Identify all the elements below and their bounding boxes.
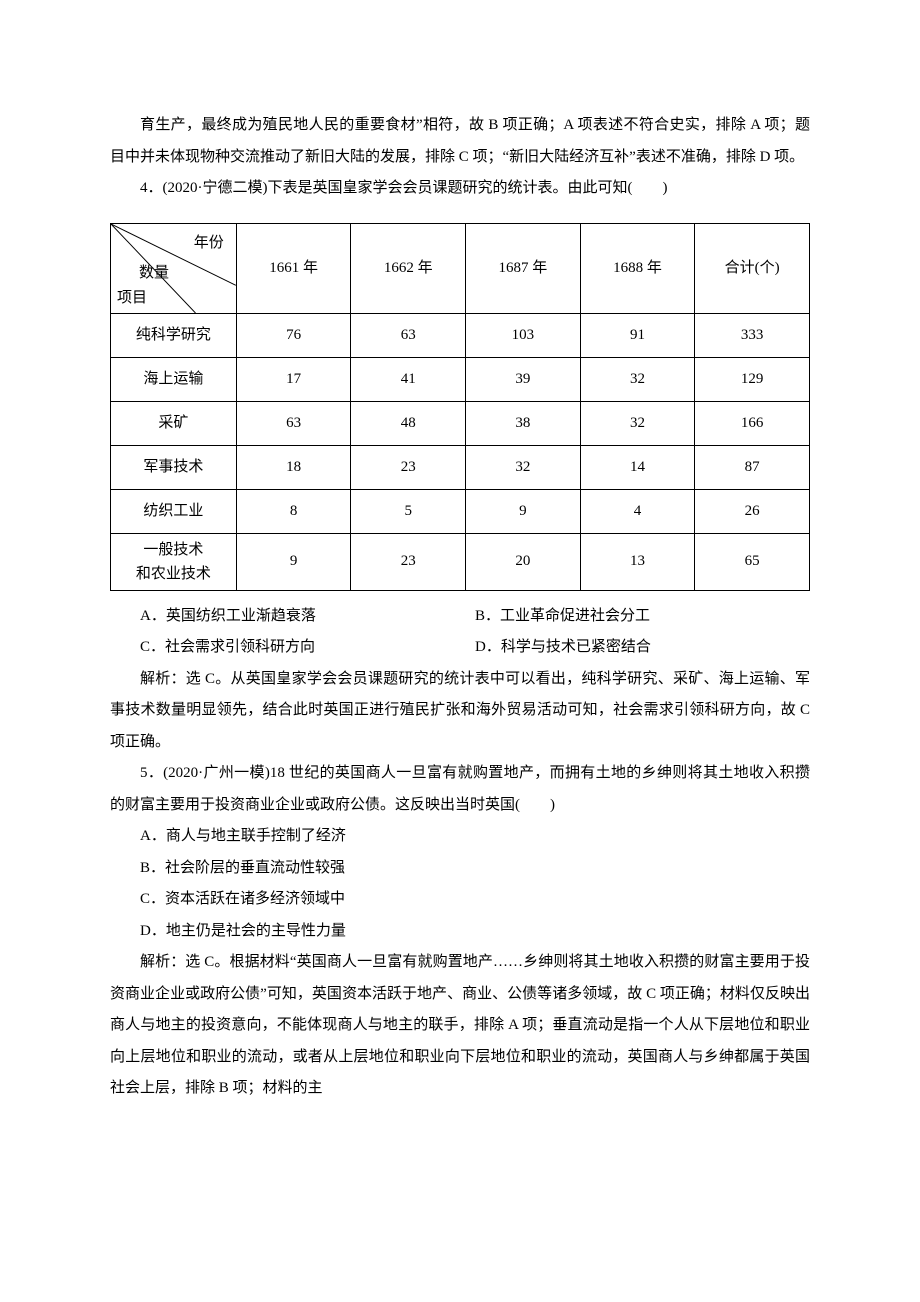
cell: 63 [236,401,351,445]
cell: 41 [351,357,466,401]
q4-option-a: A．英国纺织工业渐趋衰落 [140,601,475,633]
cell: 32 [580,401,695,445]
table-row: 一般技术和农业技术 9 23 20 13 65 [111,533,810,590]
cell: 91 [580,313,695,357]
q5-option-a: A．商人与地主联手控制了经济 [140,821,810,853]
cell: 48 [351,401,466,445]
cell: 13 [580,533,695,590]
cell: 32 [580,357,695,401]
cell: 32 [466,445,581,489]
table-row: 纺织工业 8 5 9 4 26 [111,489,810,533]
cell: 14 [580,445,695,489]
cell: 23 [351,445,466,489]
cell: 26 [695,489,810,533]
question-4-stem: 4．(2020·宁德二模)下表是英国皇家学会会员课题研究的统计表。由此可知( ) [110,173,810,205]
cell: 87 [695,445,810,489]
table-header-row: 年份 数量 项目 1661 年 1662 年 1687 年 1688 年 合计(… [111,223,810,313]
question-5-stem: 5．(2020·广州一模)18 世纪的英国商人一旦富有就购置地产，而拥有土地的乡… [110,758,810,821]
q5-option-b: B．社会阶层的垂直流动性较强 [140,853,810,885]
q4-options-ab: A．英国纺织工业渐趋衰落 B．工业革命促进社会分工 [140,601,810,633]
table-row: 纯科学研究 76 63 103 91 333 [111,313,810,357]
q5-analysis: 解析：选 C。根据材料“英国商人一旦富有就购置地产……乡绅则将其土地收入积攒的财… [110,947,810,1105]
row-label: 军事技术 [111,445,237,489]
cell: 18 [236,445,351,489]
cell: 4 [580,489,695,533]
diag-qty-label: 数量 [139,264,169,282]
stats-table: 年份 数量 项目 1661 年 1662 年 1687 年 1688 年 合计(… [110,223,810,591]
q4-option-b: B．工业革命促进社会分工 [475,601,810,633]
q4-options-cd: C．社会需求引领科研方向 D．科学与技术已紧密结合 [140,632,810,664]
cell: 20 [466,533,581,590]
cell: 9 [236,533,351,590]
cell: 333 [695,313,810,357]
cell: 65 [695,533,810,590]
table-row: 海上运输 17 41 39 32 129 [111,357,810,401]
year-header: 1687 年 [466,223,581,313]
table-row: 采矿 63 48 38 32 166 [111,401,810,445]
table-row: 军事技术 18 23 32 14 87 [111,445,810,489]
cell: 38 [466,401,581,445]
row-label: 纯科学研究 [111,313,237,357]
cell: 8 [236,489,351,533]
row-label: 一般技术和农业技术 [111,533,237,590]
diag-year-label: 年份 [194,234,224,252]
row-label: 纺织工业 [111,489,237,533]
cell: 166 [695,401,810,445]
cell: 23 [351,533,466,590]
sum-header: 合计(个) [695,223,810,313]
year-header: 1662 年 [351,223,466,313]
q4-option-c: C．社会需求引领科研方向 [140,632,475,664]
q4-analysis: 解析：选 C。从英国皇家学会会员课题研究的统计表中可以看出，纯科学研究、采矿、海… [110,664,810,759]
cell: 17 [236,357,351,401]
year-header: 1688 年 [580,223,695,313]
q5-option-c: C．资本活跃在诸多经济领域中 [140,884,810,916]
year-header: 1661 年 [236,223,351,313]
q5-option-d: D．地主仍是社会的主导性力量 [140,916,810,948]
q4-option-d: D．科学与技术已紧密结合 [475,632,810,664]
row-label: 海上运输 [111,357,237,401]
cell: 129 [695,357,810,401]
context-paragraph: 育生产，最终成为殖民地人民的重要食材”相符，故 B 项正确；A 项表述不符合史实… [110,110,810,173]
diag-item-label: 项目 [117,289,147,307]
diagonal-header: 年份 数量 项目 [111,223,237,313]
cell: 39 [466,357,581,401]
cell: 5 [351,489,466,533]
cell: 9 [466,489,581,533]
cell: 63 [351,313,466,357]
cell: 103 [466,313,581,357]
row-label: 采矿 [111,401,237,445]
cell: 76 [236,313,351,357]
